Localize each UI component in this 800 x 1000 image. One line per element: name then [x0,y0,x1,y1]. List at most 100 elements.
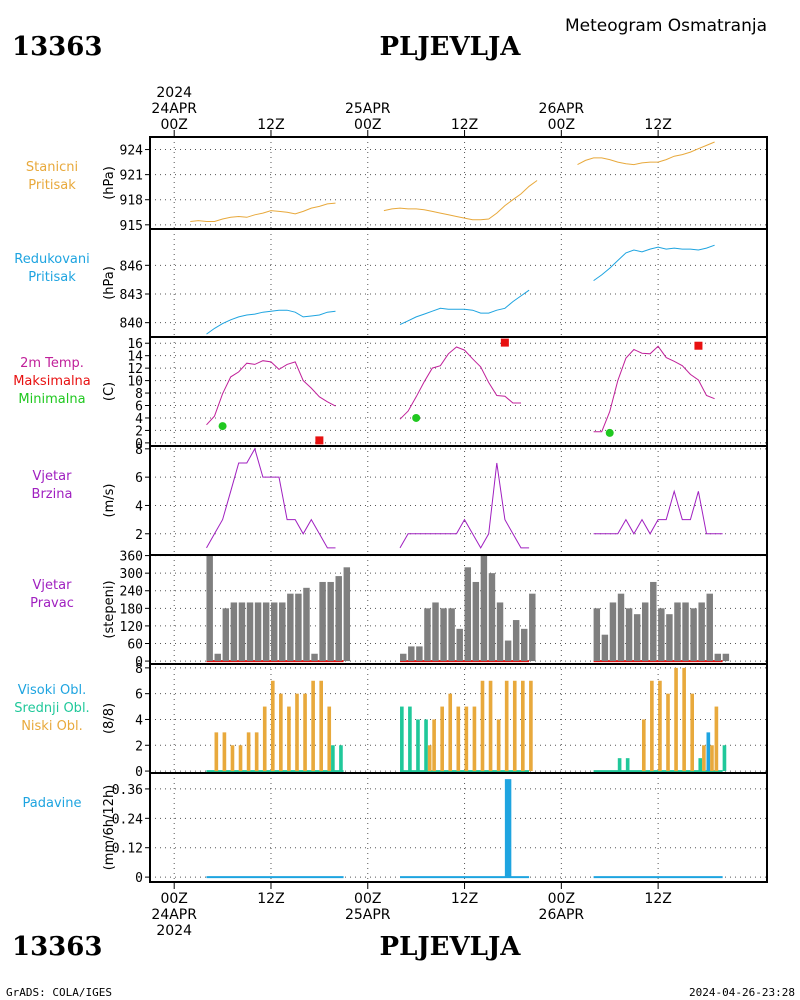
series-line [383,180,538,221]
y-tick-label: 846 [120,259,143,274]
y-tick-label: 921 [120,169,143,184]
y-tick-label: 915 [120,219,143,234]
time-label-bottom: 00Z [354,891,381,907]
bar [496,719,501,772]
bar [440,608,447,662]
time-label-top: 12Z [257,117,284,133]
y-tick-label: 60 [127,637,143,652]
bar [617,758,622,772]
time-label-top: 26APR [539,101,585,117]
bar [246,732,251,772]
series-line [190,202,336,222]
bar [416,719,420,772]
panel-label-line: 2m Temp. [20,356,84,371]
bar [311,653,318,662]
station-name-bottom: PLJEVLJA [380,932,522,962]
panel-frame [149,336,768,447]
bar [488,573,496,662]
y-axis-label: (hPa) [102,166,117,200]
time-label-bottom: 00Z [160,891,187,907]
bar [448,608,455,662]
tmax-marker [500,338,509,347]
bar [512,620,520,662]
time-label-bottom: 00Z [548,891,575,907]
y-axis-label: (m/s) [102,484,117,518]
bar [214,653,221,662]
y-tick-label: 12 [127,362,143,377]
tmin-marker [218,422,227,431]
bar [319,680,324,772]
y-tick-label: 843 [120,288,143,303]
bar [206,555,213,662]
y-tick-label: 2 [135,528,143,543]
bar [408,646,415,662]
y-tick-label: 6 [135,471,143,486]
y-tick-label: 4 [135,412,143,427]
bar [262,602,270,662]
y-tick-label: 8 [135,387,143,402]
bar [327,581,334,662]
bar [504,640,512,662]
bar [270,602,278,662]
footer-timestamp: 2024-04-26-23:28 [689,986,795,999]
bar [295,593,302,662]
bar [472,581,480,662]
panel-frame [149,136,768,230]
bar [214,732,219,772]
panel-label-line: Brzina [32,487,73,502]
panel-label-line: Vjetar [33,578,73,593]
y-axis-label: (8/8) [102,703,117,734]
panel-frame [149,228,768,338]
y-tick-label: 4 [135,499,143,514]
time-label-top: 12Z [451,117,478,133]
bar [488,680,493,772]
time-label-bottom: 12Z [451,891,478,907]
time-label-bottom: 2024 [156,923,192,939]
series-line [577,141,715,166]
bar [714,706,719,772]
bar [222,732,227,772]
y-tick-label: 2 [135,424,143,439]
bar [303,587,310,662]
series-line [593,244,715,282]
y-tick-label: 4 [135,713,143,728]
bar [279,602,286,662]
bar [254,602,262,662]
y-tick-label: 840 [120,317,143,332]
bar [311,680,315,772]
y-tick-label: 0.24 [112,812,143,827]
tmin-marker [605,428,614,437]
bar [246,602,254,662]
bar [464,706,469,772]
bar [464,567,472,662]
bar [339,745,343,772]
bar [674,602,681,662]
bar [343,567,351,662]
bar [254,732,259,772]
y-tick-label: 360 [120,550,143,565]
bar [270,680,275,772]
bar [674,667,678,772]
series-line [206,309,336,335]
bar [295,693,299,772]
time-label-bottom: 24APR [151,907,197,923]
time-label-bottom: 12Z [257,891,284,907]
series-line [593,345,715,433]
panel-label-line: Padavine [23,796,82,811]
y-tick-label: 10 [127,375,143,390]
bar [238,602,246,662]
panels: 915918921924(hPa)StanicniPritisak8408438… [13,136,768,886]
bar [706,593,713,662]
y-tick-label: 300 [120,567,143,582]
bar [472,706,477,772]
bar [262,706,267,772]
time-label-top: 00Z [160,117,187,133]
panel-label-line: Stanicni [26,160,78,175]
time-label-top: 00Z [354,117,381,133]
bar [601,634,609,662]
time-label-bottom: 26APR [539,907,585,923]
bar [400,653,407,662]
y-tick-label: 918 [120,194,143,209]
panel-label-line: Pritisak [28,270,76,285]
